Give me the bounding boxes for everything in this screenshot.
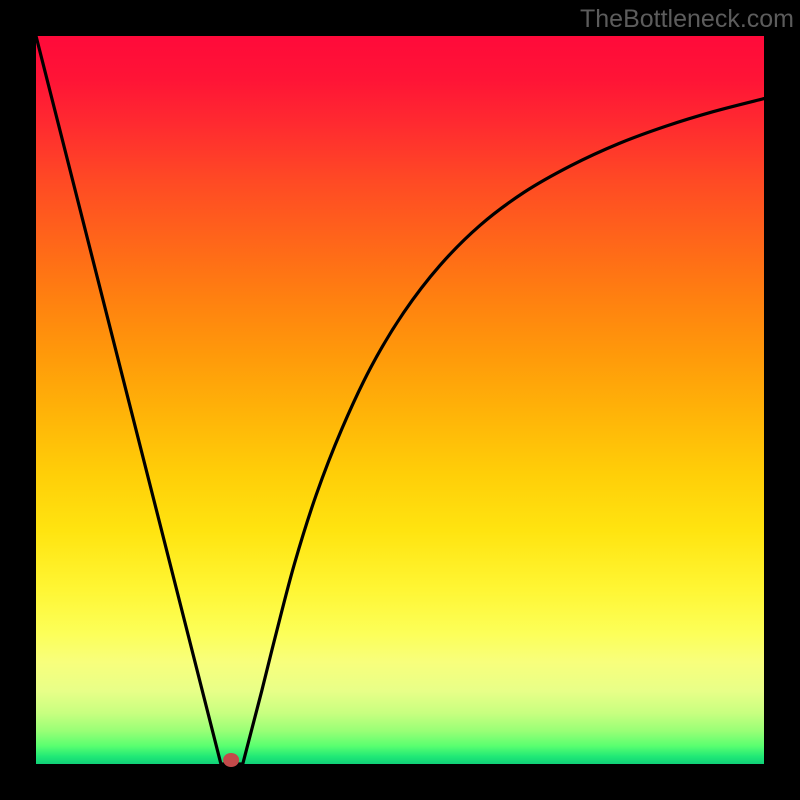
- bottleneck-curve: [36, 36, 764, 764]
- watermark-text: TheBottleneck.com: [580, 5, 794, 34]
- optimal-point-marker: [223, 753, 239, 767]
- curve-overlay: [0, 0, 800, 800]
